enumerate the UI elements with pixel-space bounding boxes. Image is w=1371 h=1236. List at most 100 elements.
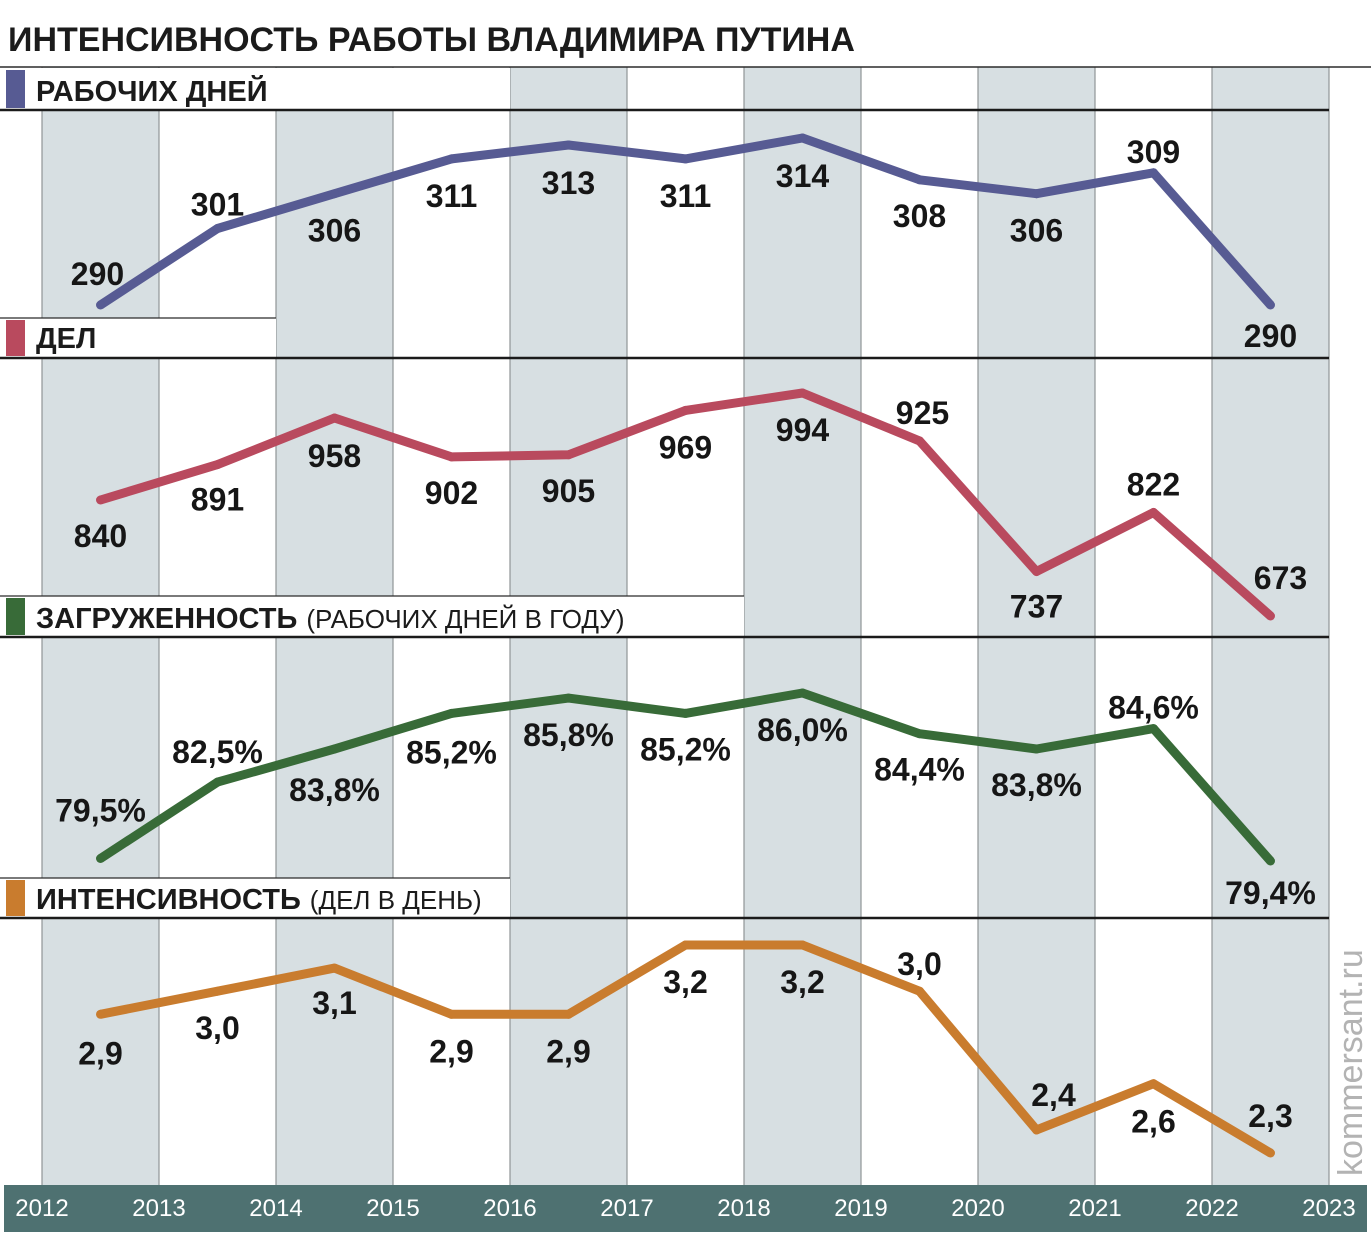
intensity-point xyxy=(681,940,690,950)
cases-point xyxy=(447,452,456,462)
panel-header-workload: ЗАГРУЖЕННОСТЬ (РАБОЧИХ ДНЕЙ В ГОДУ) xyxy=(0,595,744,637)
cases-point xyxy=(96,495,105,505)
workload-point xyxy=(213,777,222,787)
data-label: 83,8% xyxy=(289,772,380,808)
workload-point xyxy=(1266,856,1275,866)
x-tick-label: 2018 xyxy=(717,1195,770,1222)
data-label: 290 xyxy=(1244,318,1297,354)
workload-point xyxy=(1149,724,1158,734)
series-color-swatch xyxy=(6,598,25,635)
data-label: 958 xyxy=(308,438,361,474)
data-label: 737 xyxy=(1010,589,1063,625)
intensity-point xyxy=(1032,1125,1041,1135)
data-label: 84,4% xyxy=(874,752,965,788)
cases-point xyxy=(681,405,690,415)
panel-title-line: ИНТЕНСИВНОСТЬ (ДЕЛ В ДЕНЬ) xyxy=(36,884,482,916)
x-tick-label: 2019 xyxy=(834,1195,887,1222)
data-label: 311 xyxy=(660,178,712,214)
intensity-point xyxy=(915,986,924,996)
panel-header-intensity: ИНТЕНСИВНОСТЬ (ДЕЛ В ДЕНЬ) xyxy=(0,877,510,918)
data-label: 3,2 xyxy=(663,964,707,1000)
data-label: 84,6% xyxy=(1108,690,1199,726)
data-label: 3,2 xyxy=(780,964,824,1000)
cases-point xyxy=(798,388,807,398)
data-label: 301 xyxy=(191,187,244,223)
intensity-point xyxy=(96,1009,105,1019)
year-stripe xyxy=(1212,67,1329,1185)
x-tick-label: 2023 xyxy=(1302,1195,1355,1222)
x-tick-label: 2022 xyxy=(1185,1195,1238,1222)
data-label: 902 xyxy=(425,475,478,511)
workload-point xyxy=(798,688,807,698)
workdays-point xyxy=(915,175,924,185)
x-tick-label: 2015 xyxy=(366,1195,419,1222)
data-label: 306 xyxy=(308,213,361,249)
panel-title-note: (ДЕЛ В ДЕНЬ) xyxy=(310,885,482,915)
cases-point xyxy=(564,450,573,460)
data-label: 3,1 xyxy=(312,985,356,1021)
data-label: 905 xyxy=(542,473,595,509)
intensity-point xyxy=(1149,1079,1158,1089)
series-color-swatch xyxy=(6,320,25,356)
source-credit: kommersant.ru xyxy=(1332,949,1370,1176)
intensity-point xyxy=(213,986,222,996)
cases-point xyxy=(1266,611,1275,621)
panel-title-note: (РАБОЧИХ ДНЕЙ В ГОДУ) xyxy=(306,604,624,634)
data-label: 306 xyxy=(1010,213,1063,249)
series-color-swatch xyxy=(6,70,25,108)
cases-point xyxy=(915,436,924,446)
workload-point xyxy=(96,854,105,863)
intensity-point xyxy=(447,1009,456,1019)
data-label: 79,4% xyxy=(1225,875,1316,911)
x-tick-label: 2012 xyxy=(15,1195,68,1222)
workdays-point xyxy=(213,224,222,233)
data-label: 3,0 xyxy=(195,1010,239,1046)
data-label: 82,5% xyxy=(172,734,263,770)
data-label: 2,9 xyxy=(429,1033,473,1069)
workload-point xyxy=(447,708,456,718)
workload-point xyxy=(330,744,339,754)
year-stripe xyxy=(978,67,1095,1185)
data-label: 309 xyxy=(1127,134,1180,170)
workload-point xyxy=(915,729,924,739)
intensity-point xyxy=(564,1009,573,1019)
cases-point xyxy=(1032,567,1041,576)
x-tick-label: 2013 xyxy=(132,1195,185,1222)
workdays-point xyxy=(96,300,105,310)
panel-header-box xyxy=(0,68,510,110)
data-label: 822 xyxy=(1127,467,1180,503)
panel-title: РАБОЧИХ ДНЕЙ xyxy=(36,74,268,108)
data-label: 2,9 xyxy=(546,1033,590,1069)
data-label: 85,2% xyxy=(406,734,497,770)
data-label: 290 xyxy=(71,256,124,292)
intensity-point xyxy=(330,963,339,973)
cases-point xyxy=(213,460,222,470)
x-tick-label: 2017 xyxy=(600,1195,653,1222)
panel-header-box xyxy=(0,596,744,637)
data-label: 313 xyxy=(542,165,595,201)
data-label: 79,5% xyxy=(55,793,146,829)
data-label: 2,3 xyxy=(1248,1098,1292,1134)
data-label: 2,4 xyxy=(1031,1077,1076,1113)
workload-point xyxy=(564,693,573,703)
cases-point xyxy=(330,413,339,423)
panel-title: ДЕЛ xyxy=(36,323,96,355)
panel-title: ЗАГРУЖЕННОСТЬ xyxy=(36,603,297,635)
workdays-point xyxy=(1266,300,1275,310)
data-label: 3,0 xyxy=(897,946,941,982)
panel-header-box xyxy=(0,318,276,358)
x-tick-label: 2021 xyxy=(1068,1195,1121,1222)
workdays-point xyxy=(564,140,573,150)
data-label: 673 xyxy=(1254,560,1307,596)
data-label: 994 xyxy=(776,412,830,448)
panel-header-box xyxy=(0,878,510,918)
data-label: 308 xyxy=(893,198,946,234)
workdays-point xyxy=(798,133,807,143)
chart-title: ИНТЕНСИВНОСТЬ РАБОТЫ ВЛАДИМИРА ПУТИНА xyxy=(8,21,855,59)
series-lines xyxy=(96,133,1275,1158)
year-stripe xyxy=(744,67,861,1185)
data-label: 969 xyxy=(659,429,712,465)
cases-point xyxy=(1149,508,1158,517)
data-label: 840 xyxy=(74,518,127,554)
